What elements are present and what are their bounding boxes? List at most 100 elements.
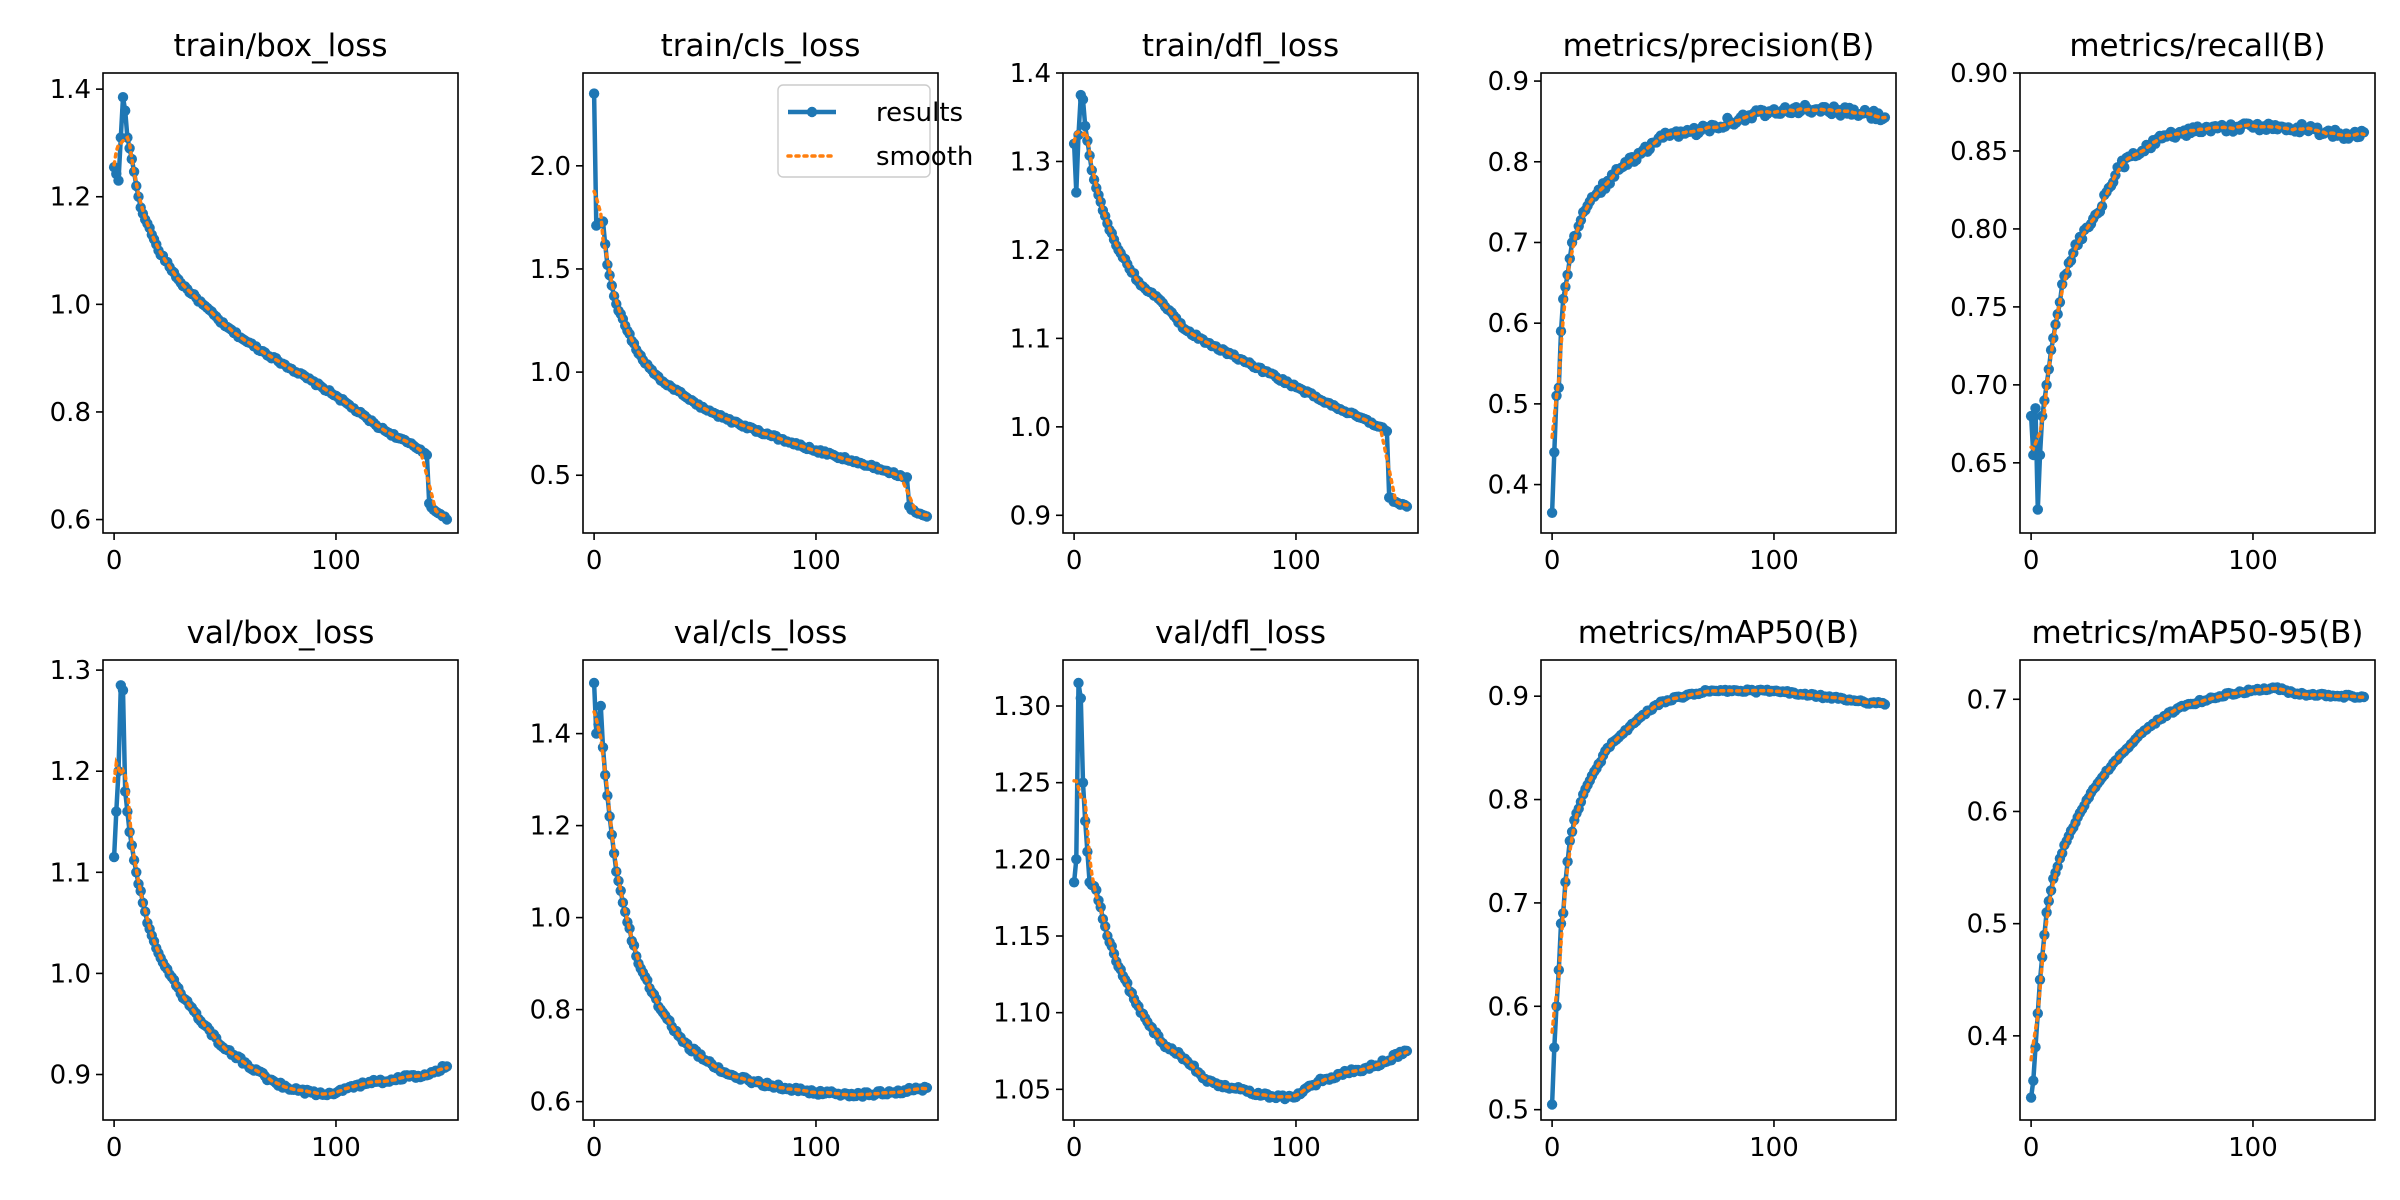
- results-point: [2030, 403, 2041, 414]
- axes-frame: [1062, 72, 1419, 534]
- x-tick-label: 100: [311, 1133, 361, 1163]
- results-point: [113, 175, 124, 186]
- y-tick-label: 1.4: [50, 75, 91, 105]
- y-tick-label: 1.0: [50, 959, 91, 989]
- results-point: [421, 449, 433, 461]
- y-tick-label: 0.90: [1950, 59, 2008, 89]
- chart-title: val/dfl_loss: [1155, 615, 1326, 651]
- results-point: [2034, 449, 2046, 461]
- results-line: [2028, 121, 2366, 512]
- results-point: [1073, 677, 1084, 689]
- y-tick-label: 0.9: [1488, 67, 1529, 97]
- chart-title: val/box_loss: [187, 615, 375, 651]
- panel-train-dfl-loss: train/dfl_loss 0.9 1.0 1.1 1.2 1.3 1.4 0 100: [960, 0, 1440, 576]
- y-tick-label: 0.6: [50, 506, 91, 536]
- x-tick-label: 0: [106, 1133, 123, 1163]
- x-tick-label: 0: [106, 546, 123, 576]
- chart-svg: metrics/recall(B) 0.65 0.70 0.75 0.80 0.85 0.9…: [1950, 28, 2376, 576]
- legend-results-label: results: [876, 98, 963, 128]
- panel-metrics-precision-b-: metrics/precision(B) 0.4 0.5 0.6 0.7 0.8 0.9 0 1…: [1438, 0, 1918, 576]
- panel-val-box-loss: val/box_loss 0.9 1.0 1.1 1.2 1.3 0 100: [0, 587, 480, 1163]
- results-point: [2025, 1092, 2037, 1103]
- results-point: [1071, 187, 1082, 198]
- results-point: [108, 851, 120, 863]
- smooth-line: [592, 710, 929, 1098]
- results-point: [2025, 410, 2037, 422]
- smooth-line: [1550, 688, 1887, 1034]
- results-point: [1381, 426, 1393, 437]
- y-tick-label: 1.1: [1010, 324, 1051, 354]
- chart-svg: metrics/mAP50(B) 0.5 0.6 0.7 0.8 0.9 0 100: [1488, 615, 1897, 1163]
- axes-frame: [1540, 659, 1897, 1121]
- y-tick-label: 0.5: [1488, 1096, 1529, 1126]
- results-point: [111, 806, 122, 817]
- smooth-line: [112, 756, 449, 1096]
- results-point: [1077, 777, 1089, 788]
- chart-title: metrics/precision(B): [1563, 28, 1875, 64]
- axes-frame: [582, 659, 939, 1121]
- x-tick-label: 0: [586, 1133, 603, 1163]
- chart-title: val/cls_loss: [674, 615, 848, 651]
- smooth-line: [1550, 107, 1887, 439]
- results-line: [1071, 92, 1409, 509]
- x-tick-label: 100: [311, 546, 361, 576]
- results-point: [117, 685, 129, 696]
- smooth-line: [1072, 779, 1409, 1099]
- x-tick-label: 100: [2228, 1133, 2278, 1163]
- y-tick-label: 0.4: [1488, 471, 1529, 501]
- results-point: [1068, 138, 1080, 149]
- results-point: [1068, 877, 1080, 888]
- y-tick-label: 1.4: [1010, 59, 1051, 89]
- x-tick-label: 0: [1544, 546, 1561, 576]
- y-tick-label: 0.7: [1967, 685, 2008, 715]
- results-line: [111, 94, 449, 521]
- chart-svg: val/dfl_loss 1.05 1.10 1.15 1.20 1.25 1.30 0 100: [993, 615, 1419, 1163]
- y-tick-label: 1.1: [50, 858, 91, 888]
- y-tick-label: 0.70: [1950, 371, 2008, 401]
- x-tick-label: 100: [1749, 1133, 1799, 1163]
- results-point: [615, 885, 626, 896]
- y-tick-label: 1.5: [530, 255, 571, 285]
- y-tick-label: 1.3: [1010, 147, 1051, 177]
- y-tick-label: 0.5: [530, 461, 571, 491]
- panel-val-cls-loss: val/cls_loss 0.6 0.8 1.0 1.2 1.4 0 100: [480, 587, 960, 1163]
- y-tick-label: 0.8: [1488, 786, 1529, 816]
- results-point: [901, 472, 913, 483]
- y-tick-label: 0.5: [1488, 390, 1529, 420]
- y-tick-label: 0.80: [1950, 215, 2008, 245]
- panel-metrics-map50-b-: metrics/mAP50(B) 0.5 0.6 0.7 0.8 0.9 0 100: [1438, 587, 1918, 1163]
- y-tick-label: 0.6: [1488, 309, 1529, 339]
- y-tick-label: 0.4: [1967, 1022, 2008, 1052]
- y-tick-label: 1.2: [530, 812, 571, 842]
- results-line: [1549, 102, 1887, 513]
- y-tick-label: 0.6: [1967, 797, 2008, 827]
- axes-frame: [1540, 72, 1897, 534]
- x-tick-label: 0: [1544, 1133, 1561, 1163]
- y-tick-label: 1.25: [993, 769, 1051, 799]
- panel-train-box-loss: train/box_loss 0.6 0.8 1.0 1.2 1.4 0 100: [0, 0, 480, 576]
- results-point: [1546, 507, 1558, 518]
- chart-svg: train/dfl_loss 0.9 1.0 1.1 1.2 1.3 1.4 0 100: [1010, 28, 1419, 576]
- chart-svg: train/cls_loss 0.5 1.0 1.5 2.0 0 100 results smo…: [530, 28, 974, 576]
- x-tick-label: 0: [2023, 546, 2040, 576]
- x-tick-label: 100: [791, 1133, 841, 1163]
- chart-svg: metrics/precision(B) 0.4 0.5 0.6 0.7 0.8 0.9 0 1…: [1488, 28, 1897, 576]
- y-tick-label: 1.2: [1010, 236, 1051, 266]
- results-point: [588, 677, 600, 689]
- x-tick-label: 100: [1271, 546, 1321, 576]
- results-point: [1549, 447, 1560, 458]
- y-tick-label: 0.65: [1950, 449, 2008, 479]
- y-tick-label: 0.8: [530, 996, 571, 1026]
- results-point: [120, 105, 131, 116]
- results-point: [1077, 94, 1089, 105]
- y-tick-label: 0.9: [50, 1061, 91, 1091]
- y-tick-label: 0.7: [1488, 228, 1529, 258]
- axes-frame: [2019, 72, 2376, 534]
- chart-svg: train/box_loss 0.6 0.8 1.0 1.2 1.4 0 100: [50, 28, 459, 576]
- x-tick-label: 100: [1271, 1133, 1321, 1163]
- y-tick-label: 0.9: [1488, 682, 1529, 712]
- y-tick-label: 0.6: [530, 1088, 571, 1118]
- results-point: [595, 700, 606, 712]
- y-tick-label: 0.6: [1488, 992, 1529, 1022]
